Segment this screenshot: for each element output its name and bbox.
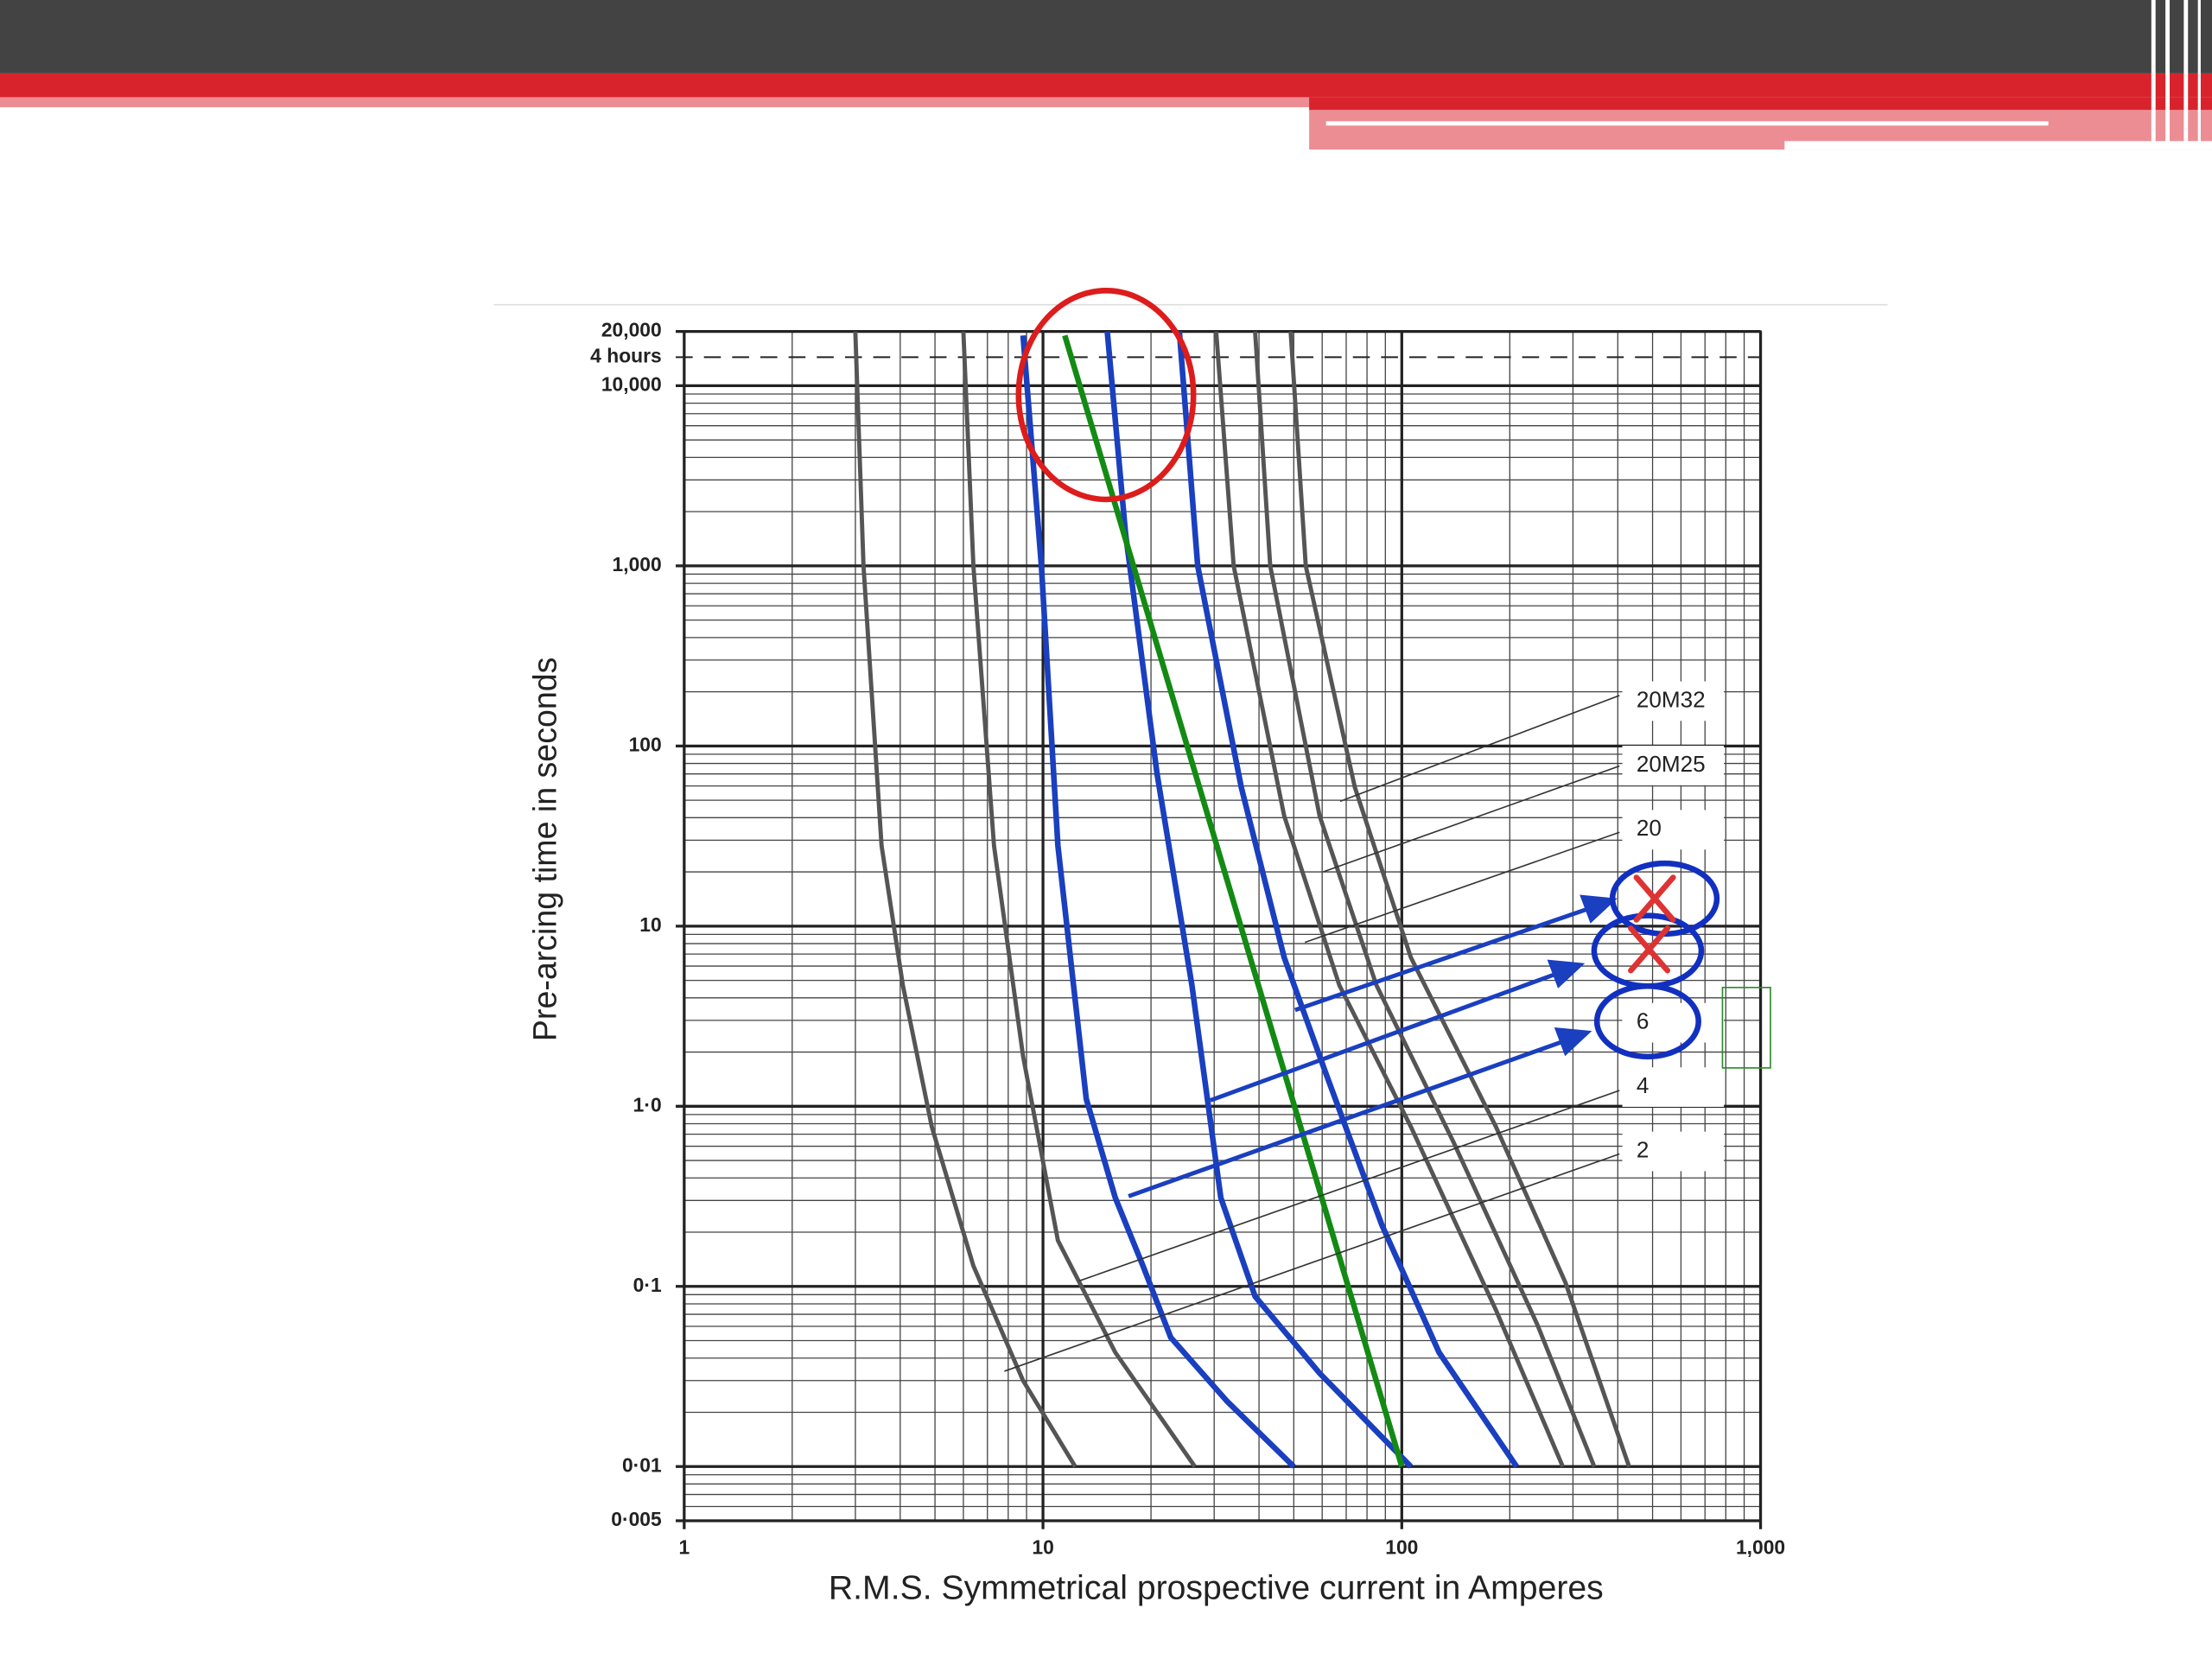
legend-label: 20M32 [1637,686,1706,712]
legend-label: 6 [1637,1008,1649,1034]
curve [1288,331,1631,1468]
y-tick-label: 100 [629,733,662,755]
legend-label: 20M25 [1637,751,1706,777]
y-tick-label: 0·01 [622,1453,662,1476]
legend-label: 20 [1637,815,1662,841]
grid: 1 10 100 1,000 0·005 0·01 0·1 1·0 10 100 1,000 10,0… [590,319,1785,1559]
curve [1176,331,1519,1469]
y-tick-label: 10 [639,913,661,936]
y-tick-label: 0·1 [633,1274,662,1296]
x-tick-label: 10 [1032,1536,1053,1559]
annotations [1015,288,1771,1198]
y-tick-label: 1·0 [633,1093,662,1116]
label-bg [1622,1131,1725,1172]
leader-lines [1004,695,1620,1372]
label-bg [1622,681,1725,721]
label-bg [1622,1067,1725,1107]
header-bars [0,0,2212,150]
curve [1020,334,1296,1469]
curve [961,331,1197,1468]
curve [1104,331,1414,1469]
y-tick-label: 10,000 [601,372,662,395]
y-tick-label: 1,000 [613,553,662,575]
label-bg [1622,810,1725,850]
curve [1214,331,1565,1468]
labels: 20M32 20M25 20 6 4 2 [1622,681,1725,1172]
y-tick-label: 0·005 [611,1508,662,1530]
curve [1253,331,1597,1468]
label-bg [1622,1002,1725,1043]
y-axis-title: Pre-arcing time in seconds [526,658,563,1041]
legend-label: 4 [1637,1072,1649,1098]
x-tick-label: 1,000 [1736,1536,1785,1559]
x-axis-title: R.M.S. Symmetrical prospective current i… [829,1569,1604,1606]
curves [853,331,1631,1469]
y-tick-label: 4 hours [590,344,662,366]
curve [853,331,1077,1468]
x-tick-label: 1 [678,1536,690,1559]
x-tick-label: 100 [1385,1536,1418,1559]
curve [1062,334,1405,1468]
label-bg [1622,746,1725,785]
y-tick-label: 20,000 [601,319,662,341]
legend-label: 2 [1637,1136,1649,1162]
